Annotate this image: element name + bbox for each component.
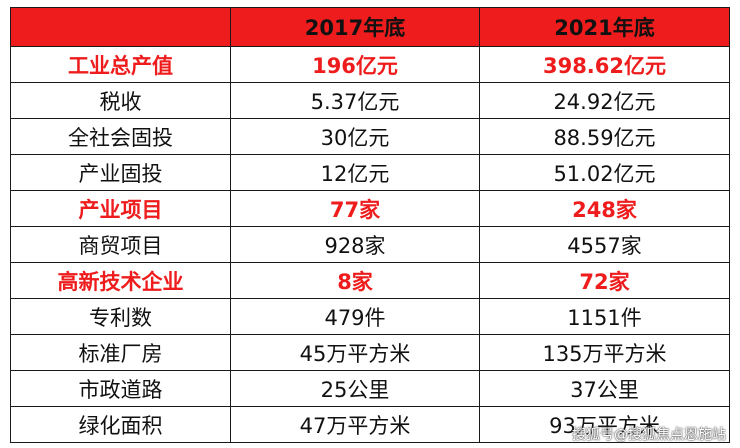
value-2021: 135万平方米 <box>479 334 730 371</box>
row-label: 工业总产值 <box>10 46 231 83</box>
watermark: 搜狐号@搜狐焦点恩施站 <box>572 427 726 443</box>
table-row: 高新技术企业 8家 72家 <box>10 262 730 299</box>
row-label: 高新技术企业 <box>10 262 231 299</box>
row-label: 全社会固投 <box>10 118 231 155</box>
value-2021: 24.92亿元 <box>479 82 730 119</box>
header-2021: 2021年底 <box>479 7 730 47</box>
table-row: 税收 5.37亿元 24.92亿元 <box>10 82 730 119</box>
table-row: 产业固投 12亿元 51.02亿元 <box>10 154 730 191</box>
table-body: 工业总产值 196亿元 398.62亿元 税收 5.37亿元 24.92亿元 全… <box>10 46 730 443</box>
value-2021: 72家 <box>479 262 730 299</box>
table-row: 市政道路 25公里 37公里 <box>10 370 730 407</box>
row-label: 绿化面积 <box>10 406 231 443</box>
row-label: 市政道路 <box>10 370 231 407</box>
value-2021: 248家 <box>479 190 730 227</box>
value-2021: 398.62亿元 <box>479 46 730 83</box>
value-2017: 5.37亿元 <box>230 82 480 119</box>
table-row: 标准厂房 45万平方米 135万平方米 <box>10 334 730 371</box>
header-row: 2017年底 2021年底 <box>10 7 730 47</box>
row-label: 商贸项目 <box>10 226 231 263</box>
value-2017: 77家 <box>230 190 480 227</box>
value-2021: 4557家 <box>479 226 730 263</box>
value-2021: 37公里 <box>479 370 730 407</box>
value-2017: 12亿元 <box>230 154 480 191</box>
value-2017: 25公里 <box>230 370 480 407</box>
table-row: 产业项目 77家 248家 <box>10 190 730 227</box>
table-row: 专利数 479件 1151件 <box>10 298 730 335</box>
value-2021: 93万平方米 <box>479 406 730 443</box>
table-row: 工业总产值 196亿元 398.62亿元 <box>10 46 730 83</box>
row-label: 专利数 <box>10 298 231 335</box>
value-2017: 479件 <box>230 298 480 335</box>
table-header: 2017年底 2021年底 <box>10 7 730 47</box>
value-2017: 30亿元 <box>230 118 480 155</box>
value-2017: 47万平方米 <box>230 406 480 443</box>
value-2021: 1151件 <box>479 298 730 335</box>
value-2017: 8家 <box>230 262 480 299</box>
value-2021: 51.02亿元 <box>479 154 730 191</box>
row-label: 标准厂房 <box>10 334 231 371</box>
header-2017: 2017年底 <box>230 7 480 47</box>
table-row: 商贸项目 928家 4557家 <box>10 226 730 263</box>
header-blank-cell <box>10 7 231 47</box>
table-row: 绿化面积 47万平方米 93万平方米 <box>10 406 730 443</box>
table-row: 全社会固投 30亿元 88.59亿元 <box>10 118 730 155</box>
comparison-table: 2017年底 2021年底 工业总产值 196亿元 398.62亿元 税收 5.… <box>10 7 730 443</box>
value-2017: 928家 <box>230 226 480 263</box>
row-label: 产业项目 <box>10 190 231 227</box>
value-2021: 88.59亿元 <box>479 118 730 155</box>
row-label: 税收 <box>10 82 231 119</box>
row-label: 产业固投 <box>10 154 231 191</box>
value-2017: 45万平方米 <box>230 334 480 371</box>
value-2017: 196亿元 <box>230 46 480 83</box>
